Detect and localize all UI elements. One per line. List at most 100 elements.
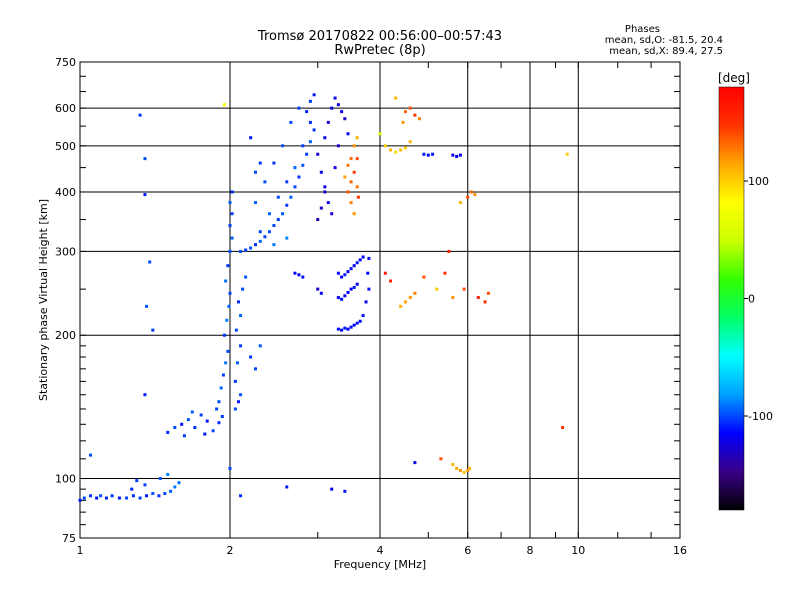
o-mode-point	[219, 386, 223, 390]
colorbar-tick-label: 100	[748, 175, 769, 188]
x-mode-point	[565, 152, 569, 156]
o-mode-point	[361, 314, 365, 318]
o-mode-point	[343, 117, 347, 121]
o-mode-point	[211, 429, 215, 433]
x-mode-point	[352, 212, 356, 216]
x-mode-point	[401, 120, 405, 124]
o-mode-point	[366, 271, 370, 275]
o-mode-point	[301, 144, 305, 148]
o-mode-point	[305, 152, 309, 156]
x-mode-point	[422, 152, 426, 156]
o-mode-point	[263, 235, 267, 239]
o-mode-point	[143, 483, 147, 487]
o-mode-point	[235, 361, 239, 365]
o-mode-point	[316, 287, 320, 291]
o-mode-point	[330, 106, 334, 110]
o-mode-point	[89, 453, 93, 457]
y-tick-label: 500	[55, 140, 76, 153]
o-mode-point	[239, 314, 243, 318]
o-mode-point	[336, 103, 340, 107]
o-mode-point	[239, 393, 243, 397]
o-mode-point	[323, 136, 327, 140]
o-mode-point	[193, 425, 197, 429]
x-mode-point	[352, 144, 356, 148]
x-mode-point	[458, 153, 462, 157]
o-mode-point	[89, 494, 93, 498]
x-mode-point	[451, 153, 455, 157]
o-mode-point	[349, 267, 353, 271]
o-mode-point	[221, 373, 225, 377]
o-mode-point	[272, 161, 276, 165]
x-mode-point	[394, 96, 398, 100]
x-mode-point	[468, 466, 472, 470]
o-mode-point	[330, 212, 334, 216]
o-mode-point	[333, 166, 337, 170]
o-mode-point	[355, 282, 359, 286]
o-mode-point	[305, 110, 309, 114]
o-mode-point	[316, 152, 320, 156]
x-mode-point	[346, 163, 350, 167]
o-mode-point	[258, 239, 262, 243]
o-mode-point	[285, 236, 289, 240]
o-mode-point	[276, 218, 280, 222]
o-mode-point	[217, 421, 221, 425]
x-tick-label: 6	[464, 544, 471, 557]
x-mode-point	[383, 144, 387, 148]
o-mode-point	[223, 333, 227, 337]
o-mode-point	[228, 291, 232, 295]
x-mode-point	[422, 275, 426, 279]
x-mode-point	[355, 136, 359, 140]
o-mode-point	[253, 367, 257, 371]
x-mode-point	[455, 466, 459, 470]
y-tick-label: 100	[55, 473, 76, 486]
y-tick-label: 400	[55, 186, 76, 199]
o-mode-point	[285, 485, 289, 489]
o-mode-point	[249, 355, 253, 359]
x-mode-point	[466, 195, 470, 199]
x-mode-point	[443, 271, 447, 275]
o-mode-point	[367, 287, 371, 291]
o-mode-point	[336, 271, 340, 275]
o-mode-point	[253, 170, 257, 174]
o-mode-point	[343, 489, 347, 493]
o-mode-point	[151, 492, 155, 496]
o-mode-point	[293, 166, 297, 170]
o-mode-point	[349, 287, 353, 291]
o-mode-point	[340, 275, 344, 279]
x-mode-point	[378, 132, 382, 136]
x-mode-point	[451, 463, 455, 467]
x-mode-point	[355, 157, 359, 161]
y-tick-label: 600	[55, 102, 76, 115]
o-mode-point	[355, 261, 359, 265]
o-mode-point	[343, 326, 347, 330]
y-tick-label: 750	[55, 56, 76, 69]
x-mode-point	[408, 296, 412, 300]
x-tick-label: 16	[673, 544, 687, 557]
phases-heading: Phases	[625, 24, 660, 35]
o-mode-point	[82, 496, 86, 500]
x-mode-point	[561, 425, 565, 429]
x-mode-point	[435, 287, 439, 291]
o-mode-point	[239, 494, 243, 498]
x-mode-point	[389, 148, 393, 152]
o-mode-point	[226, 264, 230, 268]
o-mode-point	[253, 201, 257, 205]
o-mode-point	[220, 414, 224, 418]
x-mode-point	[466, 468, 470, 472]
o-mode-point	[226, 349, 230, 353]
x-mode-point	[431, 152, 435, 156]
o-mode-point	[281, 212, 285, 216]
x-mode-point	[408, 140, 412, 144]
o-mode-point	[203, 432, 207, 436]
o-mode-point	[230, 190, 234, 194]
o-mode-point	[135, 479, 139, 483]
axis-ticks: 1 2 4 6 8 10 16 75 100 200 300 400 500 600 750	[55, 56, 687, 557]
chart-subtitle: RwPretec (8p)	[334, 43, 425, 58]
o-mode-point	[234, 328, 238, 332]
o-mode-point	[239, 344, 243, 348]
x-mode-point	[476, 296, 480, 300]
o-mode-point	[361, 255, 365, 259]
o-mode-point	[230, 212, 234, 216]
o-mode-point	[319, 206, 323, 210]
